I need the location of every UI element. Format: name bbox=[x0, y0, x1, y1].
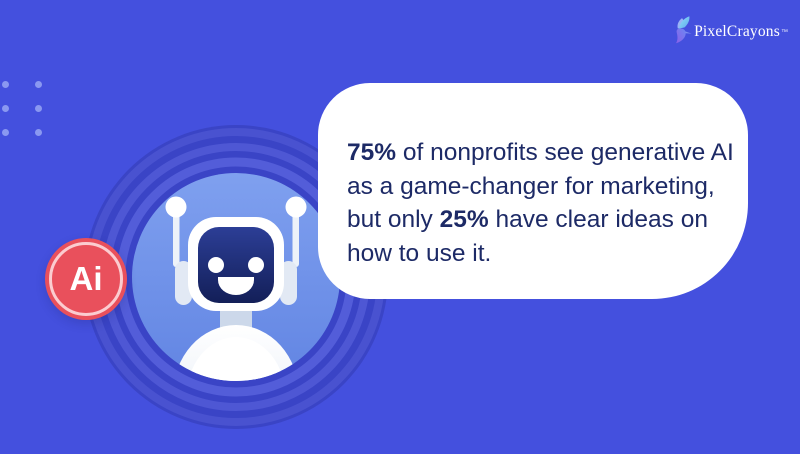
pixelcrayons-logo: PixelCrayons ™ bbox=[671, 16, 788, 47]
dot bbox=[35, 129, 42, 136]
dot bbox=[2, 105, 9, 112]
stat-segment: have clear ideas on how to use it. bbox=[347, 206, 708, 267]
robot-eye bbox=[248, 257, 264, 273]
robot-eye bbox=[208, 257, 224, 273]
dot bbox=[2, 81, 9, 88]
stat-text: 75% of nonprofits see generative AI as a… bbox=[347, 136, 736, 270]
dot bbox=[2, 129, 9, 136]
stat-segment: of nonprofits see generative AI as a gam… bbox=[347, 139, 734, 233]
robot-avatar bbox=[165, 196, 307, 381]
hummingbird-icon bbox=[676, 16, 692, 44]
logo-brand-text: PixelCrayons bbox=[694, 23, 780, 40]
stat-value-25: 25% bbox=[439, 206, 489, 233]
logo-trademark: ™ bbox=[781, 28, 788, 36]
ai-badge-label: Ai bbox=[69, 259, 103, 297]
dot-grid-decoration bbox=[2, 81, 42, 136]
stat-card: 75% of nonprofits see generative AI as a… bbox=[318, 83, 748, 299]
dot bbox=[35, 105, 42, 112]
stat-value-75: 75% bbox=[347, 139, 397, 166]
robot-smile bbox=[218, 277, 254, 295]
dot bbox=[35, 81, 42, 88]
robot-illustration bbox=[84, 125, 388, 429]
ai-badge: Ai bbox=[45, 238, 127, 320]
